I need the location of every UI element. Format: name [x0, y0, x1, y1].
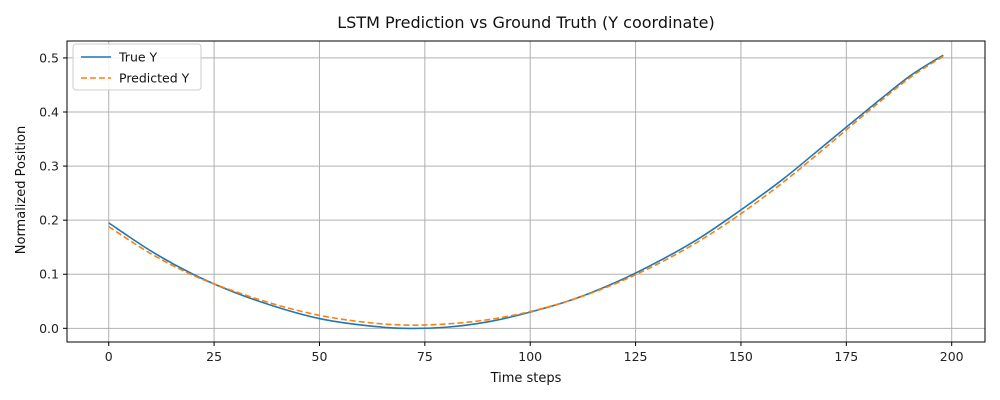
- x-axis-label: Time steps: [490, 371, 562, 386]
- series-line-predicted-y: [108, 55, 944, 326]
- x-tick-label: 175: [834, 349, 858, 364]
- ticks: 0 25 50 75 100 125 150 175 200 0.0 0.1 0.2 0.3 0.4 0.5: [39, 50, 964, 364]
- y-tick-label: 0.5: [39, 50, 59, 65]
- x-tick-label: 125: [624, 349, 648, 364]
- y-tick-label: 0.2: [39, 213, 59, 228]
- legend: True Y Predicted Y: [72, 43, 202, 91]
- legend-label: True Y: [118, 50, 158, 65]
- y-tick-label: 0.1: [39, 267, 59, 282]
- legend-label: Predicted Y: [119, 71, 190, 86]
- y-axis-label: Normalized Position: [14, 126, 29, 254]
- chart-title: LSTM Prediction vs Ground Truth (Y coord…: [337, 13, 714, 32]
- x-tick-label: 0: [105, 349, 113, 364]
- x-tick-label: 50: [312, 349, 328, 364]
- series-layer: [108, 54, 944, 330]
- x-tick-label: 25: [206, 349, 222, 364]
- x-tick-label: 150: [729, 349, 753, 364]
- y-tick-label: 0.3: [39, 159, 59, 174]
- x-tick-label: 200: [940, 349, 964, 364]
- x-tick-label: 75: [417, 349, 433, 364]
- x-tick-label: 100: [518, 349, 542, 364]
- grid: [67, 41, 985, 342]
- y-tick-label: 0.0: [39, 321, 59, 336]
- plot-frame: [66, 40, 986, 343]
- y-tick-label: 0.4: [39, 105, 59, 120]
